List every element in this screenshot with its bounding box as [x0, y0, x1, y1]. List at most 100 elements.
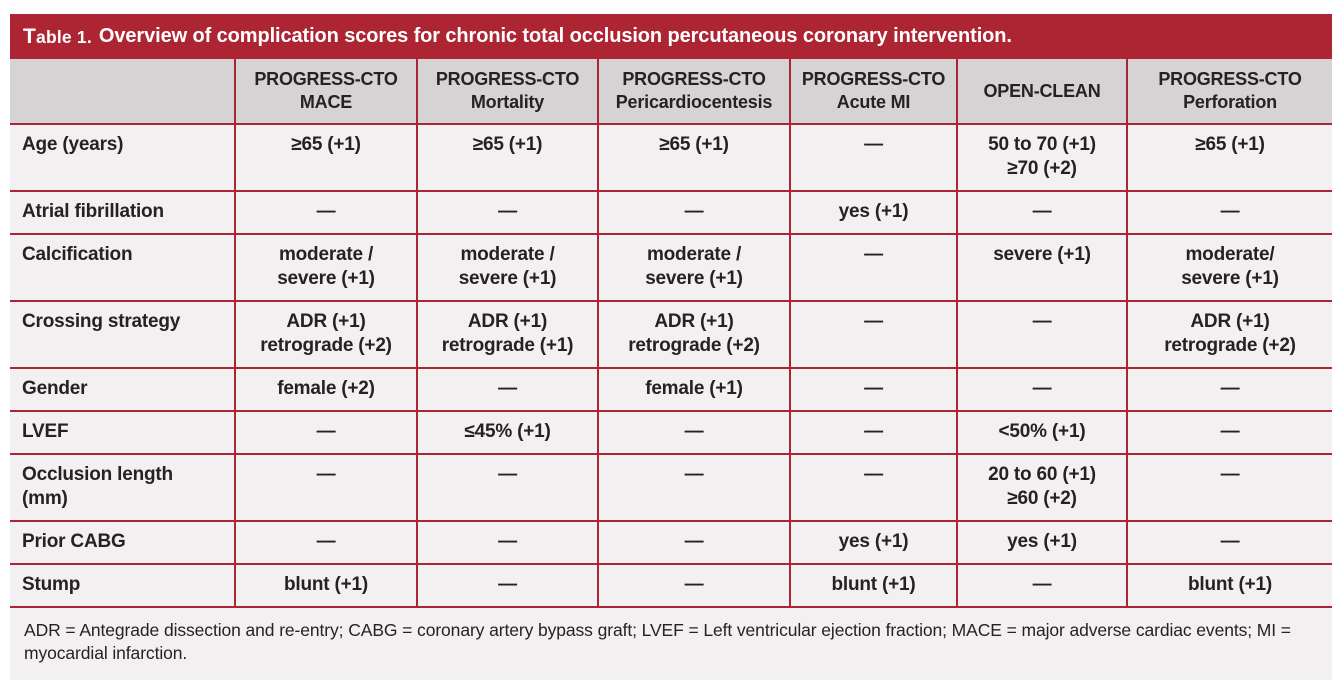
cell-atrial-fibrillation--progress-cto-mace: —: [234, 190, 418, 235]
cell-text-line: blunt (+1): [1187, 574, 1273, 595]
row-label-age: Age (years): [9, 123, 236, 192]
cell-text-line: <50% (+1): [998, 421, 1086, 442]
cell-text-line: —: [316, 421, 336, 442]
cell-calcification--progress-cto-mace: moderate / severe (+1): [234, 233, 418, 302]
table-title-bar: Table 1. Overview of complication scores…: [10, 14, 1332, 59]
column-header-progress-cto-acute-mi: PROGRESS-CTO Acute MI: [789, 58, 958, 125]
column-header-progress-cto-mace: PROGRESS-CTO MACE: [234, 58, 418, 125]
cell-gender--progress-cto-acute-mi: —: [789, 367, 958, 412]
cell-age--progress-cto-mortality: ≥65 (+1): [416, 123, 599, 192]
cell-text-line: LVEF: [22, 421, 69, 442]
cell-text-line: Prior CABG: [22, 531, 126, 552]
cell-lvef--open-clean: <50% (+1): [956, 410, 1128, 455]
cell-age--open-clean: 50 to 70 (+1) ≥70 (+2): [956, 123, 1128, 192]
cell-lvef--progress-cto-perforation: —: [1126, 410, 1333, 455]
row-label-occlusion-length: Occlusion length (mm): [9, 453, 236, 522]
cell-age--progress-cto-perforation: ≥65 (+1): [1126, 123, 1333, 192]
cell-text-line: —: [498, 378, 517, 399]
cell-text-line: severe (+1): [458, 268, 557, 289]
cell-text-line: —: [1220, 201, 1240, 222]
cell-calcification--progress-cto-acute-mi: —: [789, 233, 958, 302]
cell-gender--progress-cto-mortality: —: [416, 367, 599, 412]
cell-gender--open-clean: —: [956, 367, 1128, 412]
cell-text-line: —: [684, 531, 704, 552]
cell-gender--progress-cto-mace: female (+2): [234, 367, 418, 412]
table-row-atrial-fibrillation: Atrial fibrillation — — — yes (+1) — —: [9, 190, 1333, 235]
cell-text-line: yes (+1): [838, 531, 909, 552]
cell-text-line: —: [864, 134, 883, 155]
header-row: PROGRESS-CTO MACE PROGRESS-CTO Mortality PRO…: [9, 58, 1333, 125]
cell-age--progress-cto-mace: ≥65 (+1): [234, 123, 418, 192]
cell-text-line: PROGRESS-CTO: [1158, 69, 1302, 89]
cell-calcification--progress-cto-mortality: moderate / severe (+1): [416, 233, 599, 302]
cell-text-line: OPEN-CLEAN: [983, 80, 1101, 101]
cell-text-line: retrograde (+2): [628, 335, 760, 356]
cell-occlusion-length--progress-cto-pericardiocentesis: —: [597, 453, 791, 522]
cell-text-line: —: [1032, 311, 1052, 332]
cell-text-line: ≥65 (+1): [472, 134, 543, 155]
cell-text-line: moderate/: [1185, 244, 1275, 265]
row-label-atrial-fibrillation: Atrial fibrillation: [9, 190, 236, 235]
row-label-gender: Gender: [9, 367, 236, 412]
cell-text-line: —: [684, 574, 704, 595]
cell-prior-cabg--progress-cto-mace: —: [234, 520, 418, 565]
table-1-card: Table 1. Overview of complication scores…: [9, 14, 1333, 680]
cell-calcification--progress-cto-perforation: moderate/severe (+1): [1126, 233, 1333, 302]
cell-text-line: female (+1): [645, 378, 743, 399]
cell-text-line: moderate /: [278, 244, 374, 265]
cell-prior-cabg--progress-cto-acute-mi: yes (+1): [789, 520, 958, 565]
cell-text-line: MACE: [299, 92, 353, 112]
column-header-open-clean: OPEN-CLEAN: [956, 58, 1128, 125]
cell-text-line: ADR (+1): [286, 311, 366, 332]
row-label-stump: Stump: [9, 563, 236, 607]
cell-text-line: Occlusion length: [22, 464, 173, 485]
cell-calcification--progress-cto-pericardiocentesis: moderate / severe (+1): [597, 233, 791, 302]
cell-lvef--progress-cto-acute-mi: —: [789, 410, 958, 455]
cell-text-line: —: [498, 574, 517, 595]
cell-text-line: ≥65 (+1): [659, 134, 729, 155]
table-row-gender: Gender female (+2) — female (+1) — — —: [9, 367, 1333, 412]
table-row-lvef: LVEF — ≤45% (+1) — — <50% (+1) —: [9, 410, 1333, 455]
cell-text-line: ≥65 (+1): [291, 134, 361, 155]
column-header-progress-cto-mortality: PROGRESS-CTO Mortality: [416, 58, 599, 125]
cell-text-line: severe (+1): [1181, 268, 1279, 289]
cell-text-line: —: [1220, 378, 1240, 399]
cell-text-line: retrograde (+1): [441, 335, 574, 356]
cell-text-line: —: [864, 244, 883, 265]
row-label-prior-cabg: Prior CABG: [9, 520, 236, 565]
cell-text-line: —: [864, 311, 883, 332]
cell-crossing-strategy--progress-cto-mace: ADR (+1) retrograde (+2): [234, 300, 418, 369]
cell-stump--progress-cto-acute-mi: blunt (+1): [789, 563, 958, 607]
cell-atrial-fibrillation--progress-cto-acute-mi: yes (+1): [789, 190, 958, 235]
row-label-calcification: Calcification: [9, 233, 236, 302]
cell-text-line: PROGRESS-CTO: [435, 69, 580, 89]
cell-prior-cabg--open-clean: yes (+1): [956, 520, 1128, 565]
cell-lvef--progress-cto-mortality: ≤45% (+1): [416, 410, 599, 455]
table-row-occlusion-length: Occlusion length (mm) — — — — 20 to 60 (+1) ≥60…: [9, 453, 1333, 522]
cell-prior-cabg--progress-cto-mortality: —: [416, 520, 599, 565]
cell-text-line: Gender: [22, 378, 88, 399]
cell-text-line: blunt (+1): [283, 574, 369, 595]
cell-crossing-strategy--progress-cto-perforation: ADR (+1) retrograde (+2): [1126, 300, 1333, 369]
cell-text-line: Stump: [22, 574, 81, 595]
cell-text-line: yes (+1): [838, 201, 909, 222]
cell-text-line: —: [498, 201, 517, 222]
cell-text-line: Age (years): [22, 134, 124, 155]
cell-text-line: —: [316, 464, 336, 485]
cell-text-line: —: [864, 378, 883, 399]
cell-lvef--progress-cto-mace: —: [234, 410, 418, 455]
cell-text-line: —: [1220, 531, 1240, 552]
cell-age--progress-cto-pericardiocentesis: ≥65 (+1): [597, 123, 791, 192]
cell-text-line: Mortality: [470, 92, 545, 112]
cell-text-line: Crossing strategy: [22, 311, 181, 332]
column-header-progress-cto-pericardiocentesis: PROGRESS-CTO Pericardiocentesis: [597, 58, 791, 125]
cell-text-line: severe (+1): [277, 268, 375, 289]
cell-text-line: ≤45% (+1): [464, 421, 551, 442]
cell-text-line: PROGRESS-CTO: [801, 69, 946, 89]
cell-text-line: —: [316, 201, 336, 222]
cell-text-line: severe (+1): [993, 244, 1091, 265]
cell-gender--progress-cto-perforation: —: [1126, 367, 1333, 412]
cell-text-line: Atrial fibrillation: [22, 201, 164, 222]
cell-text-line: —: [1032, 574, 1052, 595]
cell-atrial-fibrillation--open-clean: —: [956, 190, 1128, 235]
